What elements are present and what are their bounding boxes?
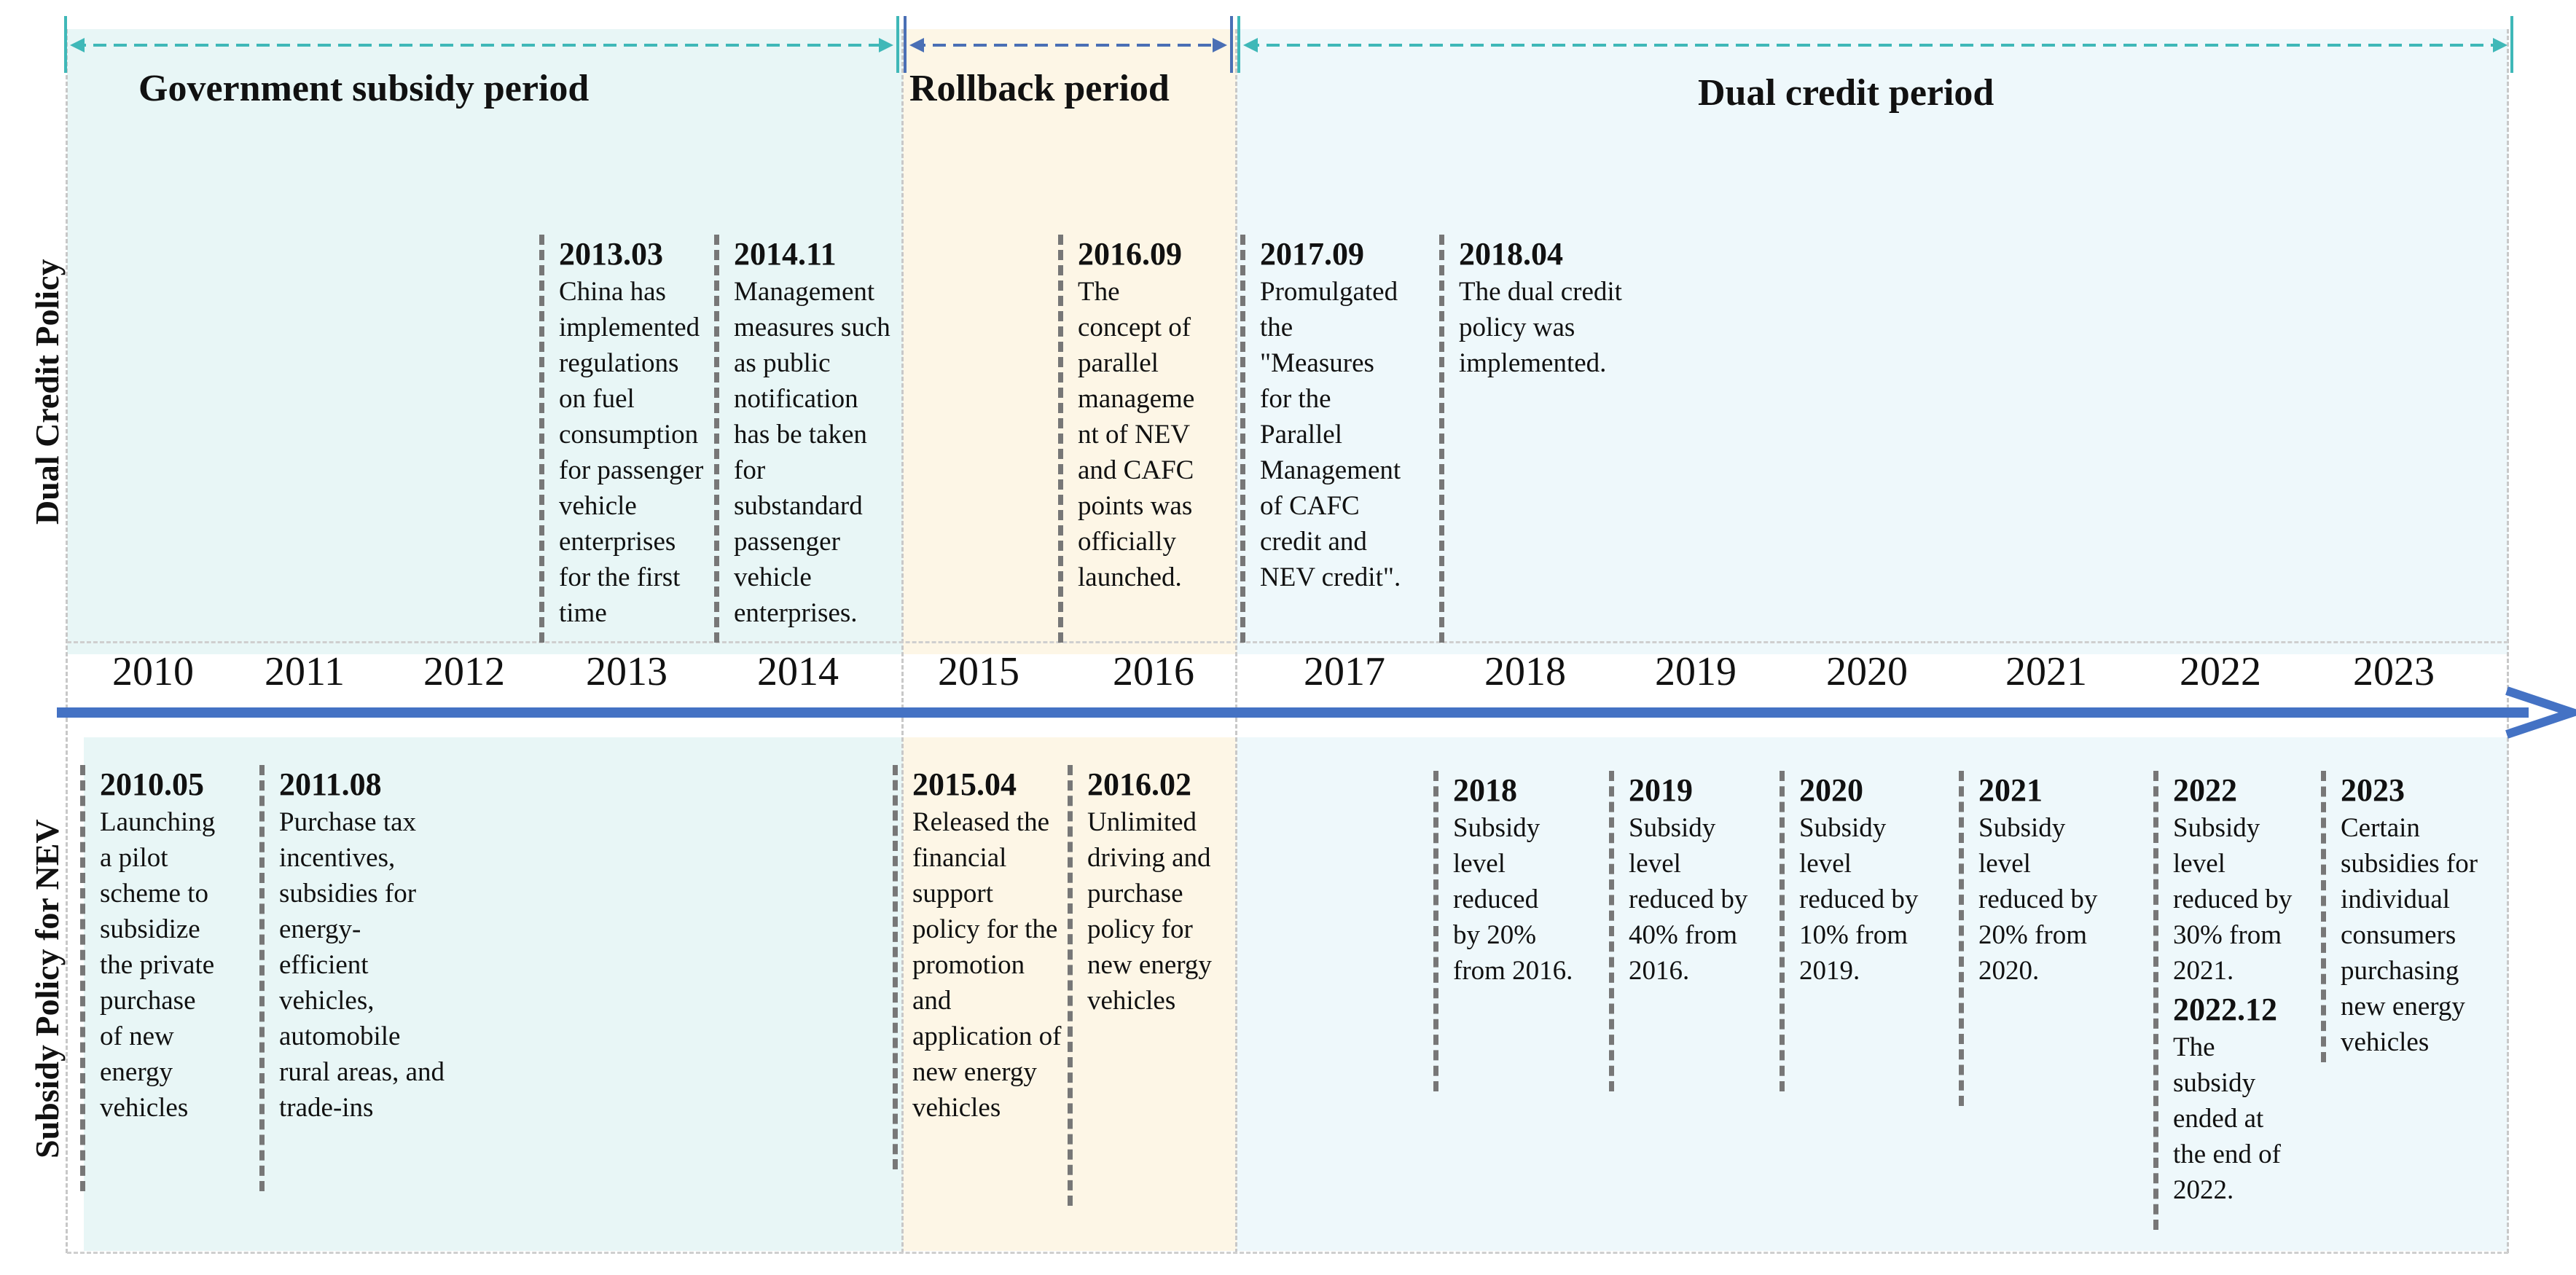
- dual-credit-event-2014-11: 2014.11 Management measures such as publ…: [714, 235, 890, 643]
- dual-credit-event-2018-04: 2018.04 The dual credit policy was imple…: [1439, 235, 1622, 643]
- subsidy-period-panel-top: [67, 29, 903, 654]
- bottom-panel-bottom-border: [67, 1252, 2508, 1254]
- dual-credit-event-2013-03: 2013.03 China has implemented regulation…: [539, 235, 703, 643]
- period-brackets: [64, 16, 2513, 73]
- year-label: 2014: [757, 649, 839, 694]
- top-panel-bottom-border: [67, 641, 2508, 643]
- year-label: 2022: [2180, 649, 2261, 694]
- subsidy-event-2019: 2019 Subsidy level reduced by 40% from 2…: [1609, 771, 1747, 1091]
- year-label: 2015: [938, 649, 1019, 694]
- year-label: 2023: [2353, 649, 2435, 694]
- year-label: 2020: [1826, 649, 1908, 694]
- subsidy-event-2010-05: 2010.05 Launching a pilot scheme to subs…: [80, 765, 215, 1191]
- subsidy-event-2022: 2022 Subsidy level reduced by 30% from 2…: [2153, 771, 2292, 1230]
- year-label: 2021: [2005, 649, 2087, 694]
- period-label-subsidy: Government subsidy period: [138, 68, 590, 109]
- subsidy-event-2016-02: 2016.02 Unlimited driving and purchase p…: [1068, 765, 1212, 1206]
- year-label: 2016: [1113, 649, 1194, 694]
- period-label-rollback: Rollback period: [909, 68, 1170, 109]
- row-label-subsidy-policy: Subsidy Policy for NEV: [28, 819, 66, 1158]
- year-label: 2013: [586, 649, 668, 694]
- rollback-period-panel-top: [903, 29, 1237, 654]
- subsidy-event-2011-08: 2011.08 Purchase tax incentives, subsidi…: [259, 765, 445, 1191]
- timeline-arrow: [57, 686, 2576, 739]
- row-label-dual-credit: Dual Credit Policy: [28, 259, 66, 525]
- subsidy-event-2021: 2021 Subsidy level reduced by 20% from 2…: [1959, 771, 2097, 1106]
- dual-period-panel-top: [1237, 29, 2508, 654]
- period-divider: [66, 29, 68, 1253]
- year-label: 2011: [265, 649, 345, 694]
- subsidy-event-2020: 2020 Subsidy level reduced by 10% from 2…: [1780, 771, 1918, 1091]
- year-label: 2017: [1304, 649, 1385, 694]
- dual-credit-event-2016-09: 2016.09 The concept of parallel manageme…: [1058, 235, 1194, 643]
- period-label-dual: Dual credit period: [1698, 72, 1994, 114]
- year-label: 2010: [112, 649, 194, 694]
- subsidy-event-2015-04: 2015.04 Released the financial support p…: [893, 765, 1061, 1169]
- subsidy-period-panel-bottom: [84, 737, 903, 1251]
- dual-period-panel-bottom: [1237, 737, 2508, 1251]
- year-label: 2012: [423, 649, 505, 694]
- year-label: 2019: [1655, 649, 1737, 694]
- subsidy-event-2018: 2018 Subsidy level reduced by 20% from 2…: [1433, 771, 1573, 1091]
- dual-credit-event-2017-09: 2017.09 Promulgated the "Measures for th…: [1240, 235, 1401, 643]
- year-label: 2018: [1484, 649, 1566, 694]
- subsidy-event-2023: 2023 Certain subsidies for individual co…: [2321, 771, 2478, 1062]
